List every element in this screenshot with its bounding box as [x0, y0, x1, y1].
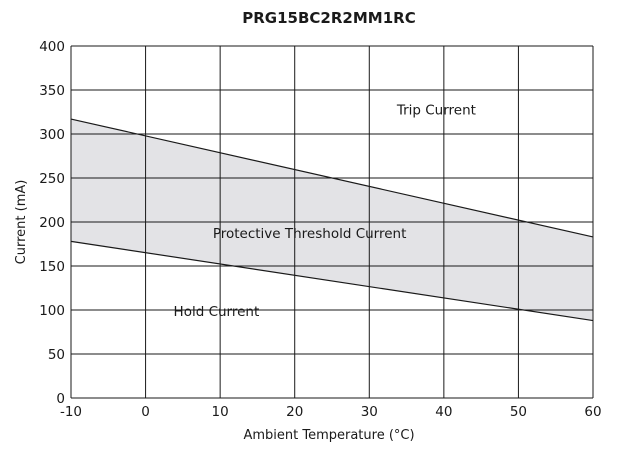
x-tick-label: 0 [141, 404, 150, 420]
grid-layer [70, 45, 594, 399]
x-tick-label: 40 [435, 404, 452, 420]
annotation-layer: Trip Current Protective Threshold Current… [174, 103, 476, 321]
x-tick-label: 50 [510, 404, 527, 420]
y-tick-label: 150 [39, 259, 65, 275]
y-tick-label: 400 [39, 39, 65, 55]
threshold-region-layer [71, 119, 593, 321]
y-tick-label: 50 [48, 347, 65, 363]
hold-current-annotation: Hold Current [174, 304, 260, 320]
y-tick-label: 200 [39, 215, 65, 231]
hold-current-line [70, 240, 594, 322]
trip-current-annotation: Trip Current [396, 103, 476, 119]
y-tick-label: 250 [39, 171, 65, 187]
trip-current-line [70, 118, 594, 238]
y-tick-label: 100 [39, 303, 65, 319]
y-tick-label: 0 [56, 391, 65, 407]
x-tick-label: 60 [584, 404, 601, 420]
series-layer [70, 118, 594, 322]
chart-title: PRG15BC2R2MM1RC [242, 9, 415, 27]
x-tick-label: 10 [212, 404, 229, 420]
y-tick-label: 350 [39, 83, 65, 99]
protective-threshold-region [71, 119, 593, 321]
y-tick-label: 300 [39, 127, 65, 143]
y-axis-label: Current (mA) [14, 180, 29, 265]
x-tick-label: -10 [60, 404, 82, 420]
x-axis-label: Ambient Temperature (°C) [243, 428, 414, 443]
x-tick-label: 20 [286, 404, 303, 420]
x-tick-label: 30 [361, 404, 378, 420]
protective-threshold-current-annotation: Protective Threshold Current [213, 226, 407, 242]
